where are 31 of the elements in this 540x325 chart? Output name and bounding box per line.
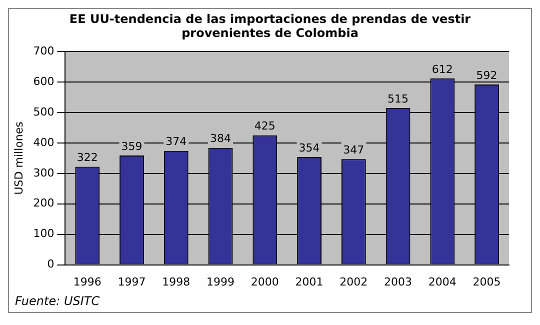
y-tick-label: 500 xyxy=(33,105,54,118)
y-tick-label: 200 xyxy=(33,196,54,210)
x-tick-label: 1999 xyxy=(206,275,235,288)
x-tick-label: 2000 xyxy=(250,275,279,288)
x-tick-label: 2003 xyxy=(384,275,412,288)
source-note: Fuente: USITC xyxy=(14,293,101,310)
data-label: 374 xyxy=(166,135,187,148)
x-tick-label: 1996 xyxy=(73,275,102,288)
y-tick-label: 600 xyxy=(33,74,54,88)
x-tick-label: 2002 xyxy=(340,275,368,288)
chart-title: EE UU-tendencia de las importaciones de prendas de vestir provenientes de Colombia xyxy=(68,11,472,42)
data-label: 515 xyxy=(388,92,409,106)
x-tick-label: 1997 xyxy=(118,275,146,288)
data-label: 592 xyxy=(476,68,498,82)
x-tick-label: 1998 xyxy=(162,275,190,288)
y-axis-title: USD millones xyxy=(12,121,26,195)
data-label: 425 xyxy=(254,120,276,133)
data-label: 354 xyxy=(298,141,320,154)
data-label: 359 xyxy=(121,140,142,153)
y-tick-label: 700 xyxy=(33,44,54,58)
x-tick-label: 2004 xyxy=(428,275,456,288)
data-label: 384 xyxy=(210,132,232,146)
x-tick-label: 2001 xyxy=(295,275,324,288)
data-label: 322 xyxy=(76,151,98,164)
x-tick-label: 2005 xyxy=(472,275,501,288)
y-tick-label: 400 xyxy=(33,136,54,149)
y-tick-label: 100 xyxy=(33,227,54,240)
y-tick-label: 0 xyxy=(47,258,54,271)
data-label: 612 xyxy=(432,62,453,76)
data-label: 347 xyxy=(343,143,364,156)
y-tick-label: 300 xyxy=(33,166,54,180)
